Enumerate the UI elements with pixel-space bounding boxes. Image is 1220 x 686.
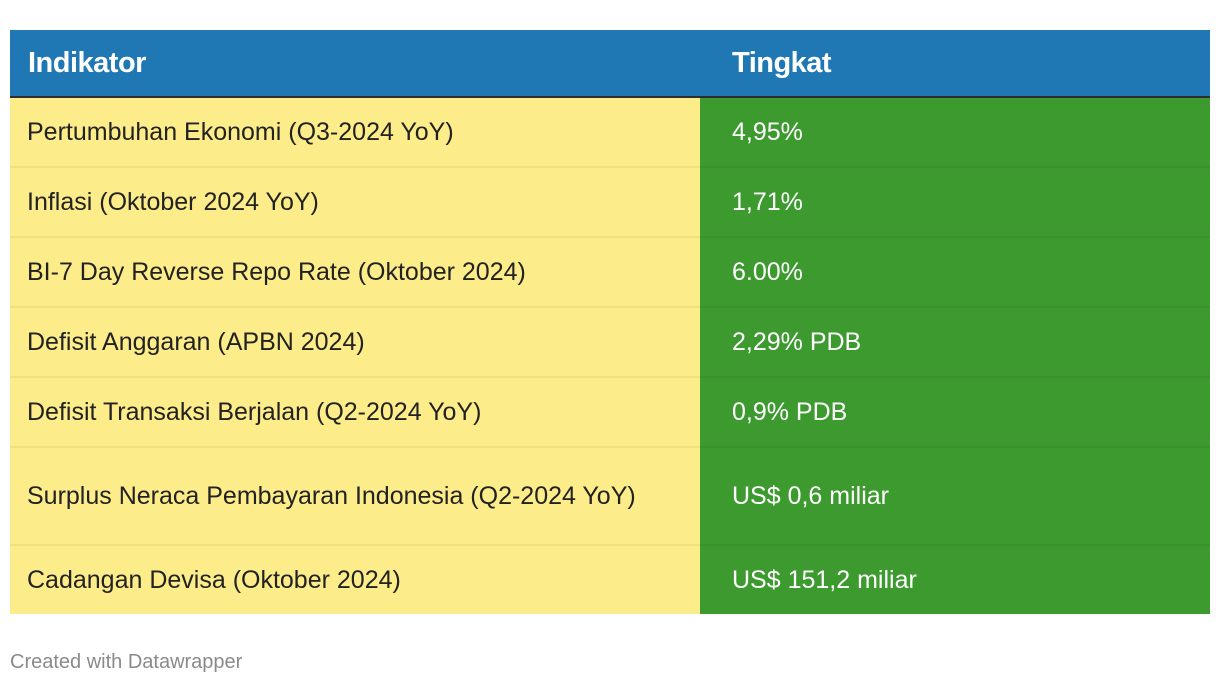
table-row: Cadangan Devisa (Oktober 2024) US$ 151,2…	[10, 545, 1210, 614]
indicator-name-cell: BI-7 Day Reverse Repo Rate (Oktober 2024…	[10, 237, 700, 308]
indicator-value-cell: US$ 0,6 miliar	[700, 447, 1210, 546]
indicator-value-cell: 1,71%	[700, 167, 1210, 238]
indicator-value-cell: US$ 151,2 miliar	[700, 545, 1210, 614]
indicator-value-cell: 0,9% PDB	[700, 377, 1210, 448]
indicator-name-cell: Inflasi (Oktober 2024 YoY)	[10, 167, 700, 238]
indicator-name-cell: Defisit Anggaran (APBN 2024)	[10, 307, 700, 378]
indicator-name-cell: Pertumbuhan Ekonomi (Q3-2024 YoY)	[10, 97, 700, 168]
indicator-value-cell: 4,95%	[700, 97, 1210, 168]
table-row: Defisit Anggaran (APBN 2024) 2,29% PDB	[10, 307, 1210, 378]
indicator-value-cell: 6.00%	[700, 237, 1210, 308]
indicator-name-cell: Surplus Neraca Pembayaran Indonesia (Q2-…	[10, 447, 700, 546]
table-row: Pertumbuhan Ekonomi (Q3-2024 YoY) 4,95%	[10, 97, 1210, 168]
table-row: Defisit Transaksi Berjalan (Q2-2024 YoY)…	[10, 377, 1210, 448]
indicator-value-cell: 2,29% PDB	[700, 307, 1210, 378]
column-header-indikator[interactable]: Indikator	[10, 30, 700, 98]
column-header-tingkat[interactable]: Tingkat	[700, 30, 1210, 98]
table-row: BI-7 Day Reverse Repo Rate (Oktober 2024…	[10, 237, 1210, 308]
indicator-table: Indikator Tingkat Pertumbuhan Ekonomi (Q…	[10, 30, 1210, 614]
indicator-name-cell: Cadangan Devisa (Oktober 2024)	[10, 545, 700, 614]
indicator-name-cell: Defisit Transaksi Berjalan (Q2-2024 YoY)	[10, 377, 700, 448]
datawrapper-credit[interactable]: Created with Datawrapper	[10, 651, 243, 673]
table-header-row: Indikator Tingkat	[10, 30, 1210, 98]
table-row: Inflasi (Oktober 2024 YoY) 1,71%	[10, 167, 1210, 238]
table-row: Surplus Neraca Pembayaran Indonesia (Q2-…	[10, 447, 1210, 546]
